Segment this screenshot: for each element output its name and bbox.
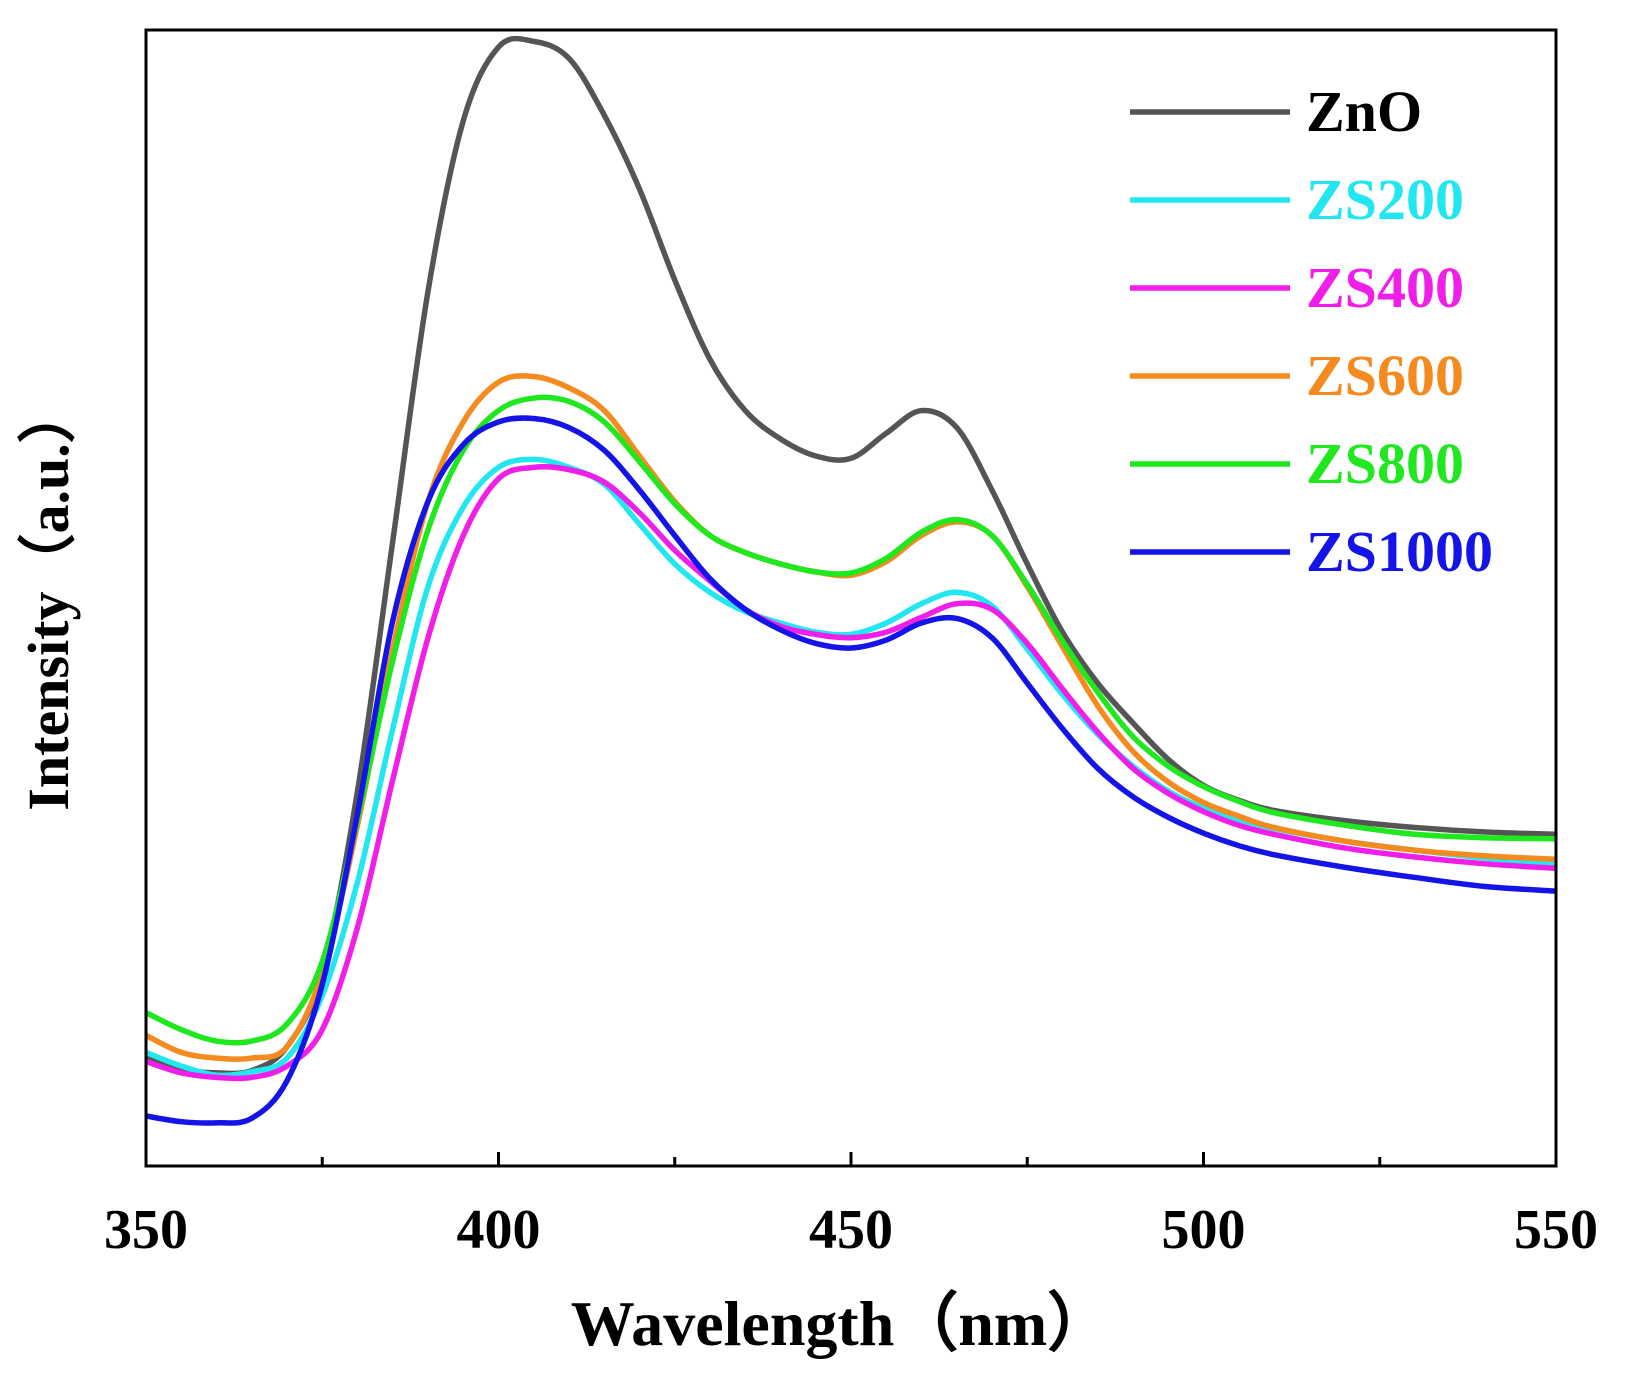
x-tick-label: 500 <box>1162 1199 1246 1261</box>
legend-label: ZS400 <box>1306 255 1464 320</box>
legend-label: ZS1000 <box>1306 519 1493 584</box>
legend-label: ZS600 <box>1306 343 1464 408</box>
legend-item-zs1000: ZS1000 <box>1130 519 1493 584</box>
legend-item-zs600: ZS600 <box>1130 343 1464 408</box>
legend-label: ZS200 <box>1306 167 1464 232</box>
series-layer <box>146 35 1556 1126</box>
legend-label: ZS800 <box>1306 431 1464 496</box>
x-tick-label: 550 <box>1514 1199 1598 1261</box>
x-tick-label: 450 <box>809 1199 893 1261</box>
y-axis-label: Intensity（a.u.） <box>16 385 81 810</box>
legend-item-zs200: ZS200 <box>1130 167 1464 232</box>
x-axis-label: Wavelength（nm） <box>571 1288 1111 1359</box>
legend-item-zs400: ZS400 <box>1130 255 1464 320</box>
legend-item-zno: ZnO <box>1130 79 1422 144</box>
legend-label: ZnO <box>1306 79 1422 144</box>
ticks-layer: 350 400 450 500 550 <box>104 1152 1598 1261</box>
legend-item-zs800: ZS800 <box>1130 431 1464 496</box>
legend: ZnO ZS200 ZS400 ZS600 ZS800 ZS1000 <box>1130 79 1493 584</box>
x-tick-label: 400 <box>457 1199 541 1261</box>
x-tick-label: 350 <box>104 1199 188 1261</box>
series-line-zs1000 <box>146 415 1556 1126</box>
